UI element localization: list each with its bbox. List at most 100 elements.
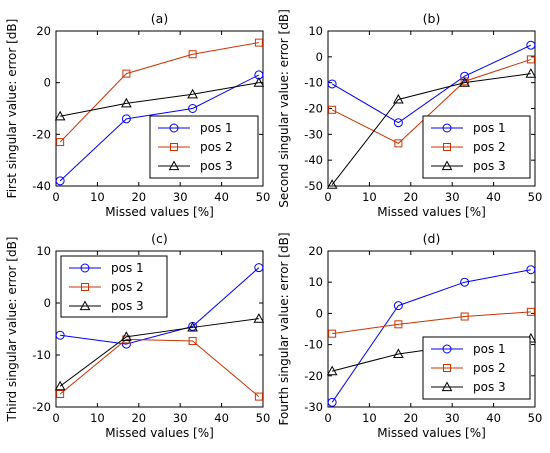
legend-marker — [170, 143, 178, 151]
legend-marker — [79, 300, 91, 311]
x-tick-label: 30 — [173, 411, 188, 425]
x-tick-label: 0 — [324, 190, 331, 204]
data-point — [526, 265, 536, 275]
x-tick-label: 50 — [528, 190, 543, 204]
y-axis-label: First singular value: error [dB] — [5, 19, 19, 199]
x-tick-label: 50 — [256, 190, 271, 204]
x-tick-label: 20 — [403, 190, 418, 204]
data-point — [188, 50, 197, 59]
x-tick-label: 0 — [52, 411, 59, 425]
legend-label: pos 2 — [473, 140, 506, 154]
y-tick-label: 10 — [36, 244, 51, 258]
y-tick-label: -30 — [304, 127, 323, 141]
data-point — [56, 390, 65, 398]
chart-panel-c: 0 10 20 30 40 50 -20 -10 0 10 (c) Missed values [%]… — [5, 231, 270, 440]
series-pos-3 — [54, 313, 265, 391]
x-axis-label: Missed values [%] — [377, 426, 486, 440]
x-tick-label: 50 — [256, 411, 271, 425]
legend-label: pos 1 — [111, 261, 144, 275]
y-tick-label: 10 — [308, 24, 323, 38]
y-tick-label: -10 — [304, 76, 323, 90]
data-point — [254, 38, 263, 47]
y-tick-label: -10 — [304, 338, 323, 352]
y-tick-label: -30 — [304, 400, 323, 414]
data-point — [526, 55, 535, 64]
data-point — [187, 88, 198, 99]
y-axis-label: Fourth singular value: error [dB] — [277, 232, 291, 425]
data-point — [393, 118, 403, 128]
legend-marker — [443, 364, 451, 372]
y-tick-label: -20 — [304, 102, 323, 116]
data-point — [122, 69, 131, 78]
legend-label: pos 3 — [473, 159, 506, 173]
data-point — [460, 71, 470, 81]
data-point — [121, 331, 132, 341]
chart-panel-d: 0 10 20 30 40 50 -30 -20 -10 0 10 20 (d) Missed value… — [277, 231, 542, 440]
chart-panel-a: 0 10 20 30 40 50 -40 -20 0 20 (a) Missed values [%]… — [5, 11, 270, 219]
x-tick-label: 10 — [90, 190, 105, 204]
legend-marker — [80, 263, 90, 273]
data-point — [121, 97, 132, 108]
data-point — [188, 104, 198, 113]
x-tick-label: 50 — [528, 411, 543, 425]
x-tick-label: 0 — [52, 190, 59, 204]
series-line — [331, 58, 532, 144]
data-point — [460, 277, 470, 287]
legend-box — [422, 336, 531, 400]
y-tick-label: 10 — [308, 275, 323, 289]
x-tick-label: 20 — [131, 411, 146, 425]
y-tick-label: 20 — [308, 244, 323, 258]
x-tick-label: 30 — [445, 190, 460, 204]
legend-marker — [442, 344, 452, 354]
legend-marker — [169, 123, 179, 133]
data-point — [121, 114, 131, 124]
data-point — [394, 139, 403, 148]
series-pos-3 — [54, 77, 265, 121]
legend: pos 1 pos 2 pos 3 — [422, 336, 531, 400]
data-point — [526, 307, 535, 316]
x-tick-label: 40 — [486, 190, 501, 204]
legend-marker — [441, 381, 453, 392]
chart-panel-b: 0 10 20 30 40 50 -50 -40 -30 -20 -10 0 10 (b) Missed v… — [277, 9, 542, 219]
x-axis-label: Missed values [%] — [105, 426, 214, 440]
data-point — [326, 365, 338, 376]
series-line — [59, 318, 259, 387]
legend-label: pos 2 — [473, 361, 506, 375]
data-point — [393, 301, 403, 311]
legend-marker — [81, 283, 89, 291]
y-tick-label: -20 — [32, 127, 51, 141]
x-tick-label: 40 — [214, 190, 229, 204]
chart-title: (d) — [423, 231, 441, 246]
legend-label: pos 3 — [473, 380, 506, 394]
data-point — [54, 110, 66, 121]
y-tick-label: 20 — [36, 24, 51, 38]
chart-title: (c) — [151, 231, 168, 246]
y-axis-label: Third singular value: error [dB] — [5, 237, 19, 423]
x-tick-label: 0 — [324, 411, 331, 425]
data-point — [56, 138, 65, 147]
x-tick-label: 10 — [90, 411, 105, 425]
x-axis-label: Missed values [%] — [377, 205, 486, 219]
series-line — [331, 269, 531, 403]
series-line — [59, 42, 259, 143]
data-point — [328, 105, 337, 114]
y-tick-label: -20 — [304, 369, 323, 383]
x-tick-label: 30 — [445, 411, 460, 425]
legend-label: pos 3 — [200, 159, 233, 173]
series-line — [331, 73, 531, 186]
y-tick-label: -20 — [32, 400, 51, 414]
data-point — [55, 330, 65, 340]
data-point — [393, 348, 404, 359]
x-tick-label: 20 — [403, 411, 418, 425]
legend: pos 1 pos 2 pos 3 — [149, 115, 259, 179]
legend-marker — [442, 123, 452, 133]
y-tick-label: 0 — [44, 76, 51, 90]
y-tick-label: 0 — [316, 50, 323, 64]
data-point — [54, 380, 66, 391]
chart-title: (b) — [423, 11, 441, 26]
series-pos-1 — [327, 265, 536, 407]
data-point — [393, 93, 404, 104]
legend-marker — [441, 160, 453, 171]
chart-title: (a) — [151, 11, 168, 26]
legend-label: pos 2 — [200, 140, 233, 154]
